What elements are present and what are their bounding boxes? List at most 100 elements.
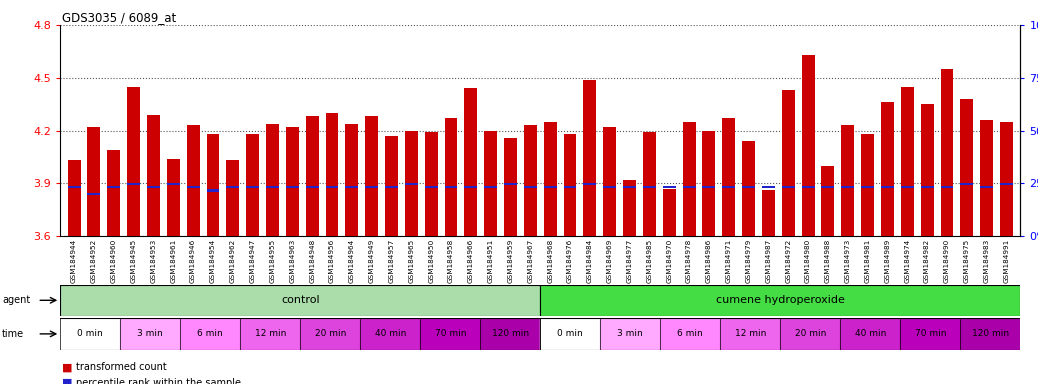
- Bar: [87, 127, 101, 236]
- Bar: [485, 186, 497, 189]
- Text: GSM184957: GSM184957: [388, 238, 394, 283]
- Text: GSM184986: GSM184986: [706, 238, 712, 283]
- Text: GSM184988: GSM184988: [825, 238, 831, 283]
- Text: 70 min: 70 min: [435, 329, 466, 338]
- Text: GSM184958: GSM184958: [448, 238, 454, 283]
- Bar: [346, 186, 358, 189]
- Bar: [921, 104, 933, 236]
- Bar: [564, 134, 576, 236]
- Bar: [266, 124, 279, 236]
- Bar: [306, 186, 319, 189]
- Bar: [67, 161, 81, 236]
- Bar: [444, 186, 458, 189]
- Text: transformed count: transformed count: [76, 362, 166, 372]
- Bar: [603, 127, 617, 236]
- Bar: [107, 186, 120, 189]
- Text: GSM184980: GSM184980: [805, 238, 811, 283]
- Bar: [147, 115, 160, 236]
- Bar: [900, 318, 960, 350]
- Bar: [207, 134, 219, 236]
- Text: GSM184966: GSM184966: [468, 238, 473, 283]
- Bar: [862, 186, 874, 189]
- Text: GSM184961: GSM184961: [170, 238, 176, 283]
- Bar: [167, 183, 180, 185]
- Bar: [300, 318, 360, 350]
- Bar: [801, 55, 815, 236]
- Bar: [504, 183, 517, 185]
- Text: ■: ■: [62, 362, 73, 372]
- Text: GSM184945: GSM184945: [131, 238, 137, 283]
- Bar: [841, 318, 900, 350]
- Bar: [246, 134, 260, 236]
- Text: GSM184962: GSM184962: [229, 238, 236, 283]
- Bar: [60, 318, 120, 350]
- Text: GSM184955: GSM184955: [270, 238, 275, 283]
- Text: GSM184990: GSM184990: [944, 238, 950, 283]
- Text: GSM184950: GSM184950: [428, 238, 434, 283]
- Bar: [544, 186, 556, 189]
- Text: GSM184991: GSM184991: [1004, 238, 1010, 283]
- Bar: [842, 186, 854, 189]
- Bar: [583, 79, 596, 236]
- Bar: [901, 86, 913, 236]
- Text: GSM184983: GSM184983: [984, 238, 989, 283]
- Bar: [60, 285, 540, 316]
- Text: GSM184976: GSM184976: [567, 238, 573, 283]
- Bar: [246, 186, 260, 189]
- Bar: [842, 125, 854, 236]
- Bar: [940, 186, 953, 189]
- Bar: [980, 186, 993, 189]
- Text: 70 min: 70 min: [914, 329, 946, 338]
- Bar: [187, 186, 199, 189]
- Text: 120 min: 120 min: [972, 329, 1009, 338]
- Text: GSM184975: GSM184975: [964, 238, 969, 283]
- Bar: [960, 318, 1020, 350]
- Text: control: control: [281, 295, 320, 305]
- Text: GSM184982: GSM184982: [924, 238, 930, 283]
- Bar: [663, 189, 676, 236]
- Bar: [782, 186, 795, 189]
- Bar: [603, 186, 617, 189]
- Text: GSM184978: GSM184978: [686, 238, 692, 283]
- Bar: [762, 186, 774, 189]
- Bar: [326, 186, 338, 189]
- Bar: [821, 166, 835, 236]
- Bar: [881, 186, 894, 189]
- Text: 0 min: 0 min: [557, 329, 583, 338]
- Bar: [226, 161, 239, 236]
- Bar: [365, 116, 378, 236]
- Text: GSM184977: GSM184977: [627, 238, 632, 283]
- Bar: [881, 103, 894, 236]
- Bar: [623, 186, 636, 189]
- Bar: [722, 186, 735, 189]
- Text: GSM184973: GSM184973: [845, 238, 851, 283]
- Text: GSM184989: GSM184989: [884, 238, 891, 283]
- Text: GSM184952: GSM184952: [91, 238, 97, 283]
- Bar: [107, 150, 120, 236]
- Text: GSM184951: GSM184951: [488, 238, 494, 283]
- Bar: [901, 186, 913, 189]
- Text: 3 min: 3 min: [618, 329, 644, 338]
- Bar: [385, 186, 398, 189]
- Bar: [623, 180, 636, 236]
- Text: GSM184969: GSM184969: [607, 238, 612, 283]
- Bar: [643, 186, 656, 189]
- Bar: [147, 186, 160, 189]
- Text: GSM184987: GSM184987: [765, 238, 771, 283]
- Text: GSM184979: GSM184979: [745, 238, 752, 283]
- Text: 40 min: 40 min: [375, 329, 406, 338]
- Text: 20 min: 20 min: [315, 329, 346, 338]
- Bar: [346, 124, 358, 236]
- Text: percentile rank within the sample: percentile rank within the sample: [76, 378, 241, 384]
- Text: GSM184984: GSM184984: [586, 238, 593, 283]
- Text: GSM184968: GSM184968: [547, 238, 553, 283]
- Bar: [643, 132, 656, 236]
- Bar: [285, 186, 299, 189]
- Text: GSM184963: GSM184963: [290, 238, 295, 283]
- Text: GSM184972: GSM184972: [786, 238, 791, 283]
- Text: GSM184947: GSM184947: [249, 238, 255, 283]
- Bar: [240, 318, 300, 350]
- Text: GSM184949: GSM184949: [368, 238, 375, 283]
- Text: GSM184965: GSM184965: [408, 238, 414, 283]
- Bar: [187, 125, 199, 236]
